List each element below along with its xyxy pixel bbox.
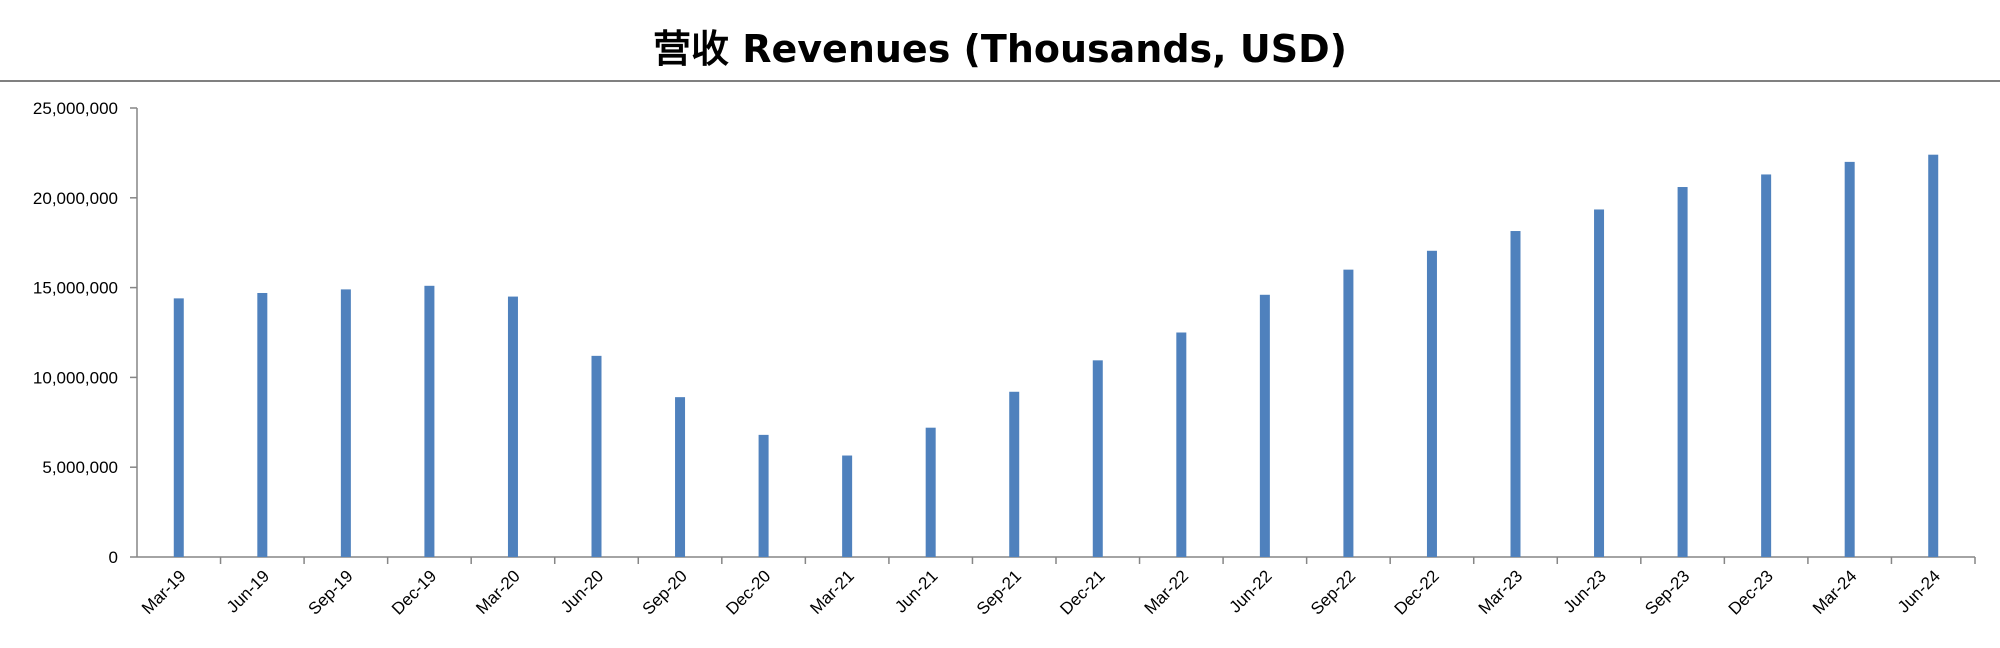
x-tick-label: Jun-24 [1894,566,1944,616]
x-tick-label: Jun-20 [557,566,607,616]
bar [1343,269,1354,557]
x-tick-label: Dec-19 [388,566,440,618]
x-tick-label: Dec-20 [722,566,774,618]
bar [507,296,518,557]
bar [1510,231,1521,557]
bar [1844,161,1855,557]
x-tick-label: Jun-23 [1560,566,1610,616]
bar [1259,294,1270,557]
x-tick-label: Jun-21 [891,566,941,616]
bar [1176,332,1187,557]
bar [1092,360,1103,557]
y-tick-label: 5,000,000 [42,458,118,477]
x-tick-label: Mar-23 [1475,566,1527,618]
bar [173,298,184,557]
x-tick-label: Dec-22 [1391,566,1443,618]
x-tick-label: Jun-22 [1225,566,1275,616]
y-tick-label: 15,000,000 [33,279,118,298]
x-axis [137,556,1976,564]
bar [925,427,936,557]
bar [1677,187,1688,558]
y-axis: 0 5,000,000 10,000,000 15,000,000 20,000,000… [33,99,138,567]
bar [1426,250,1437,558]
bar [340,289,351,557]
bar [591,355,602,557]
x-tick-label: Sep-20 [639,566,691,618]
bar [1761,174,1772,557]
y-tick-label: 0 [109,548,118,567]
x-tick-label: Mar-21 [806,566,858,618]
bar [842,455,853,557]
x-tick-label: Mar-22 [1141,566,1193,618]
bar-series [173,154,1939,558]
x-tick-labels: Mar-19 Jun-19 Sep-19 Dec-19 Mar-20 Jun-20 Sep-… [138,566,1944,618]
bar [1928,154,1939,558]
bar [675,397,686,557]
x-tick-label: Sep-22 [1307,566,1359,618]
x-tick-label: Sep-21 [973,566,1025,618]
bar [1009,391,1020,557]
bar [758,434,769,557]
y-tick-label: 25,000,000 [33,99,118,118]
x-tick-label: Sep-19 [304,566,356,618]
y-tick-label: 10,000,000 [33,368,118,387]
x-tick-label: Dec-23 [1725,566,1777,618]
x-tick-label: Jun-19 [223,566,273,616]
x-tick-label: Mar-24 [1809,566,1861,618]
x-tick-label: Mar-19 [138,566,190,618]
x-tick-label: Mar-20 [472,566,524,618]
y-tick-label: 20,000,000 [33,189,118,208]
x-tick-label: Sep-23 [1641,566,1693,618]
x-tick-label: Dec-21 [1056,566,1108,618]
chart-title: 营收 Revenues (Thousands, USD) [653,27,1347,71]
bar [424,285,435,557]
bar [1594,209,1605,557]
bar [257,292,268,557]
